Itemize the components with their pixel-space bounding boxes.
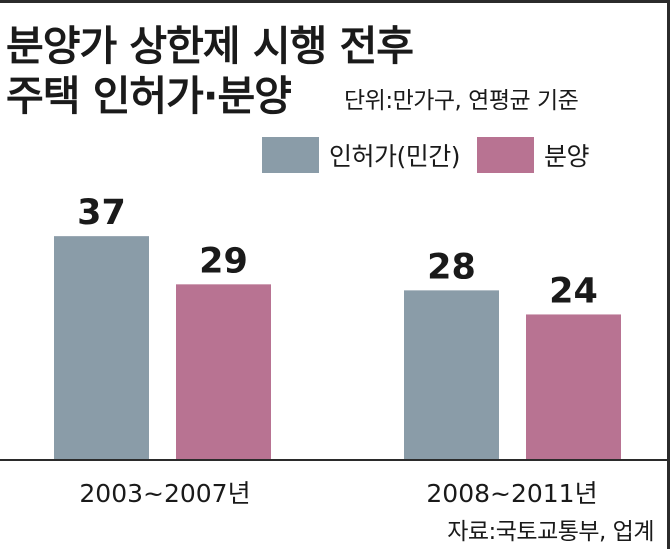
frame-top-border: [0, 0, 670, 3]
data-label-sales-0: 29: [199, 241, 248, 281]
legend-item-sales: 분양: [477, 137, 590, 173]
unit-note: 단위:만가구, 연평균 기준: [344, 88, 579, 114]
bar-sales-1: [526, 314, 621, 459]
bar-sales-0: [176, 284, 271, 459]
data-label-sales-1: 24: [549, 271, 598, 311]
frame-right-border: [667, 0, 670, 549]
chart-title-line2: 주택 인허가·분양: [6, 72, 292, 120]
chart-title-line1: 분양가 상한제 시행 전후: [6, 22, 414, 70]
data-label-permits-0: 37: [77, 193, 126, 233]
source-note: 자료:국토교통부, 업계: [447, 519, 654, 545]
bar-permits-1: [404, 290, 499, 459]
legend-item-permits: 인허가(민간): [262, 137, 461, 173]
category-label-1: 2008~2011년: [426, 479, 597, 508]
category-label-0: 2003~2007년: [79, 479, 250, 508]
legend-swatch-sales: [477, 137, 534, 173]
legend-label-permits: 인허가(민간): [329, 142, 461, 171]
data-label-permits-1: 28: [427, 247, 476, 287]
bar-permits-0: [54, 236, 149, 459]
legend-label-sales: 분양: [544, 142, 590, 171]
legend-swatch-permits: [262, 137, 319, 173]
